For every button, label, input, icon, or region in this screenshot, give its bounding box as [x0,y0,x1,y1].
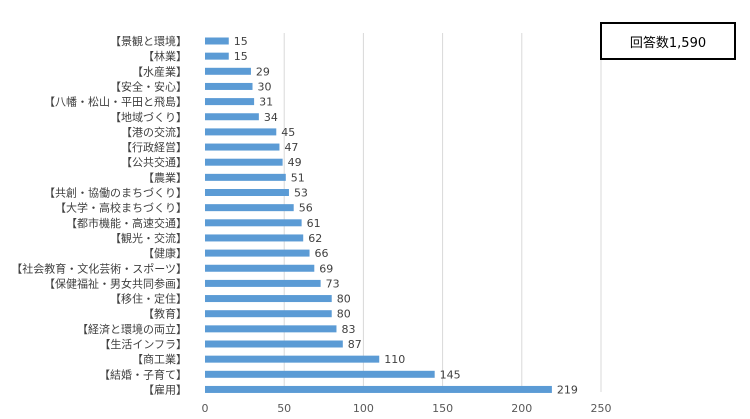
x-axis-ticks: 0 50 100 150 200 250 [202,402,612,415]
bar [205,98,255,106]
category-label: 【地域づくり】 [110,111,187,124]
category-label: 【移住・定住】 [110,292,187,306]
category-label: 【共創・協働のまちづくり】 [44,186,187,200]
category-label: 【行政経営】 [121,140,187,154]
bar [205,158,283,166]
value-label: 15 [234,50,248,63]
value-label: 56 [299,202,313,215]
category-label: 【結婚・子育て】 [99,367,187,381]
bar [205,219,302,227]
grid-lines [283,33,602,392]
x-tick-label: 200 [511,402,532,415]
value-label: 66 [315,247,329,260]
value-label: 15 [234,35,248,48]
bar [205,355,380,363]
value-label: 69 [319,262,333,275]
category-label: 【社会教育・文化芸術・スポーツ】 [11,261,187,275]
category-label: 【景観と環境】 [110,34,187,48]
category-label: 【都市機能・高速交通】 [66,216,187,230]
category-label: 【林業】 [143,49,187,63]
value-label: 53 [294,187,308,200]
category-label: 【八幡・松山・平田と飛島】 [44,95,187,109]
category-label: 【教育】 [143,307,187,321]
category-label: 【安全・安心】 [110,79,187,93]
category-label: 【公共交通】 [121,155,187,169]
response-count-label: 回答数1,590 [629,35,707,51]
value-label: 83 [341,323,355,336]
x-tick-label: 100 [353,402,374,415]
value-label: 49 [288,156,302,169]
value-label: 34 [264,111,278,124]
x-tick-label: 0 [202,402,209,415]
category-label: 【商工業】 [132,352,187,366]
value-label: 87 [348,338,362,351]
value-label: 30 [258,80,272,93]
category-label: 【雇用】 [143,382,187,396]
bar [205,279,321,287]
bar [205,325,337,333]
bar [205,204,294,212]
bar [205,52,229,60]
category-label: 【観光・交流】 [110,231,187,245]
x-tick-label: 250 [591,402,612,415]
value-label: 145 [440,368,461,381]
category-label: 【経済と環境の両立】 [77,322,187,336]
bar [205,189,289,196]
bar [205,249,310,257]
category-label: 【港の交流】 [121,125,187,139]
bar [205,234,304,242]
category-label: 【水産業】 [132,65,187,78]
category-label: 【農業】 [143,170,187,184]
response-count-box: 回答数1,590 [600,22,736,60]
x-tick-label: 50 [277,402,291,415]
bar [205,370,435,378]
bar [205,340,343,348]
value-label: 61 [307,217,321,230]
value-label: 73 [326,277,340,290]
bar [205,82,253,90]
x-tick-label: 150 [432,402,453,415]
value-label: 219 [557,383,578,396]
value-label: 80 [337,293,351,306]
value-label: 80 [337,308,351,321]
bar [205,67,251,75]
category-label: 【生活インフラ】 [99,337,187,351]
value-label: 51 [291,171,305,184]
bar [205,173,286,181]
bar [205,113,259,121]
value-label: 47 [284,141,298,154]
value-label: 62 [308,232,322,245]
bar [205,295,332,303]
bar [205,37,229,45]
category-label: 【健康】 [143,246,187,260]
value-label: 29 [256,65,270,78]
category-labels: 【景観と環境】【林業】【水産業】【安全・安心】【八幡・松山・平田と飛島】【地域づ… [11,34,187,396]
value-label: 45 [281,126,295,139]
bar [205,128,277,136]
bars [205,37,552,393]
bar [205,143,280,151]
category-label: 【保健福祉・男女共同参画】 [44,276,187,290]
category-label: 【大学・高校まちづくり】 [55,201,187,215]
bar [205,264,315,272]
bar [205,385,552,393]
value-label: 31 [259,96,273,109]
bar [205,310,332,318]
value-label: 110 [384,353,405,366]
